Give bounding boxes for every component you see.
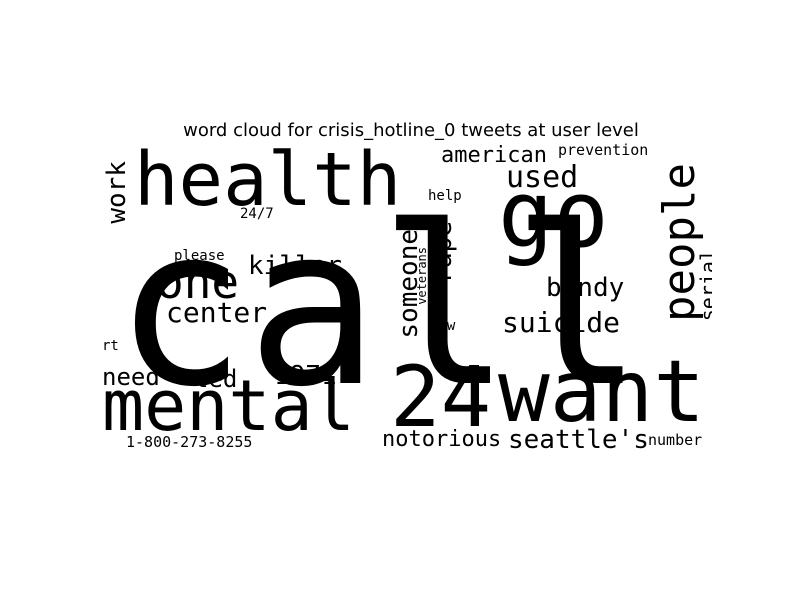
word-health: health	[134, 143, 402, 223]
word-seattle-s: seattle's	[508, 425, 649, 455]
word-one: one	[156, 255, 240, 309]
word-american: american	[441, 143, 547, 168]
word-bundy: bundy	[546, 273, 625, 303]
word-ted: ted	[194, 365, 238, 393]
word-mental: mental	[102, 365, 355, 447]
word-help: help	[428, 188, 462, 204]
word-serial: serial	[696, 249, 712, 322]
word-killer: killer	[248, 251, 342, 281]
word-rt: rt	[102, 338, 119, 354]
word-want: want	[498, 342, 706, 442]
word-center: center	[166, 296, 268, 329]
word-24-7: 24/7	[240, 206, 274, 222]
word-work: work	[102, 161, 132, 224]
word-1-800-273-8255: 1-800-273-8255	[126, 433, 253, 451]
word-cloud: call go health mental 24 want people one america…	[100, 143, 712, 455]
word-go: go	[498, 161, 609, 268]
word-notorious: notorious	[382, 427, 502, 452]
word-rape: rape	[428, 221, 458, 284]
word-call: call	[114, 179, 644, 435]
word-suicide: suicide	[502, 306, 621, 339]
figure-title: word cloud for crisis_hotline_0 tweets a…	[183, 120, 639, 141]
word-veterans: veterans	[415, 247, 429, 305]
word-new: new	[430, 318, 456, 334]
word-1971: 1971	[274, 361, 337, 391]
word-prevention: prevention	[558, 143, 649, 159]
word-number: number	[648, 431, 703, 449]
word-used: used	[506, 160, 579, 195]
word-please: please	[174, 248, 225, 264]
word-need: need	[102, 363, 160, 391]
word-24: 24	[390, 348, 492, 446]
